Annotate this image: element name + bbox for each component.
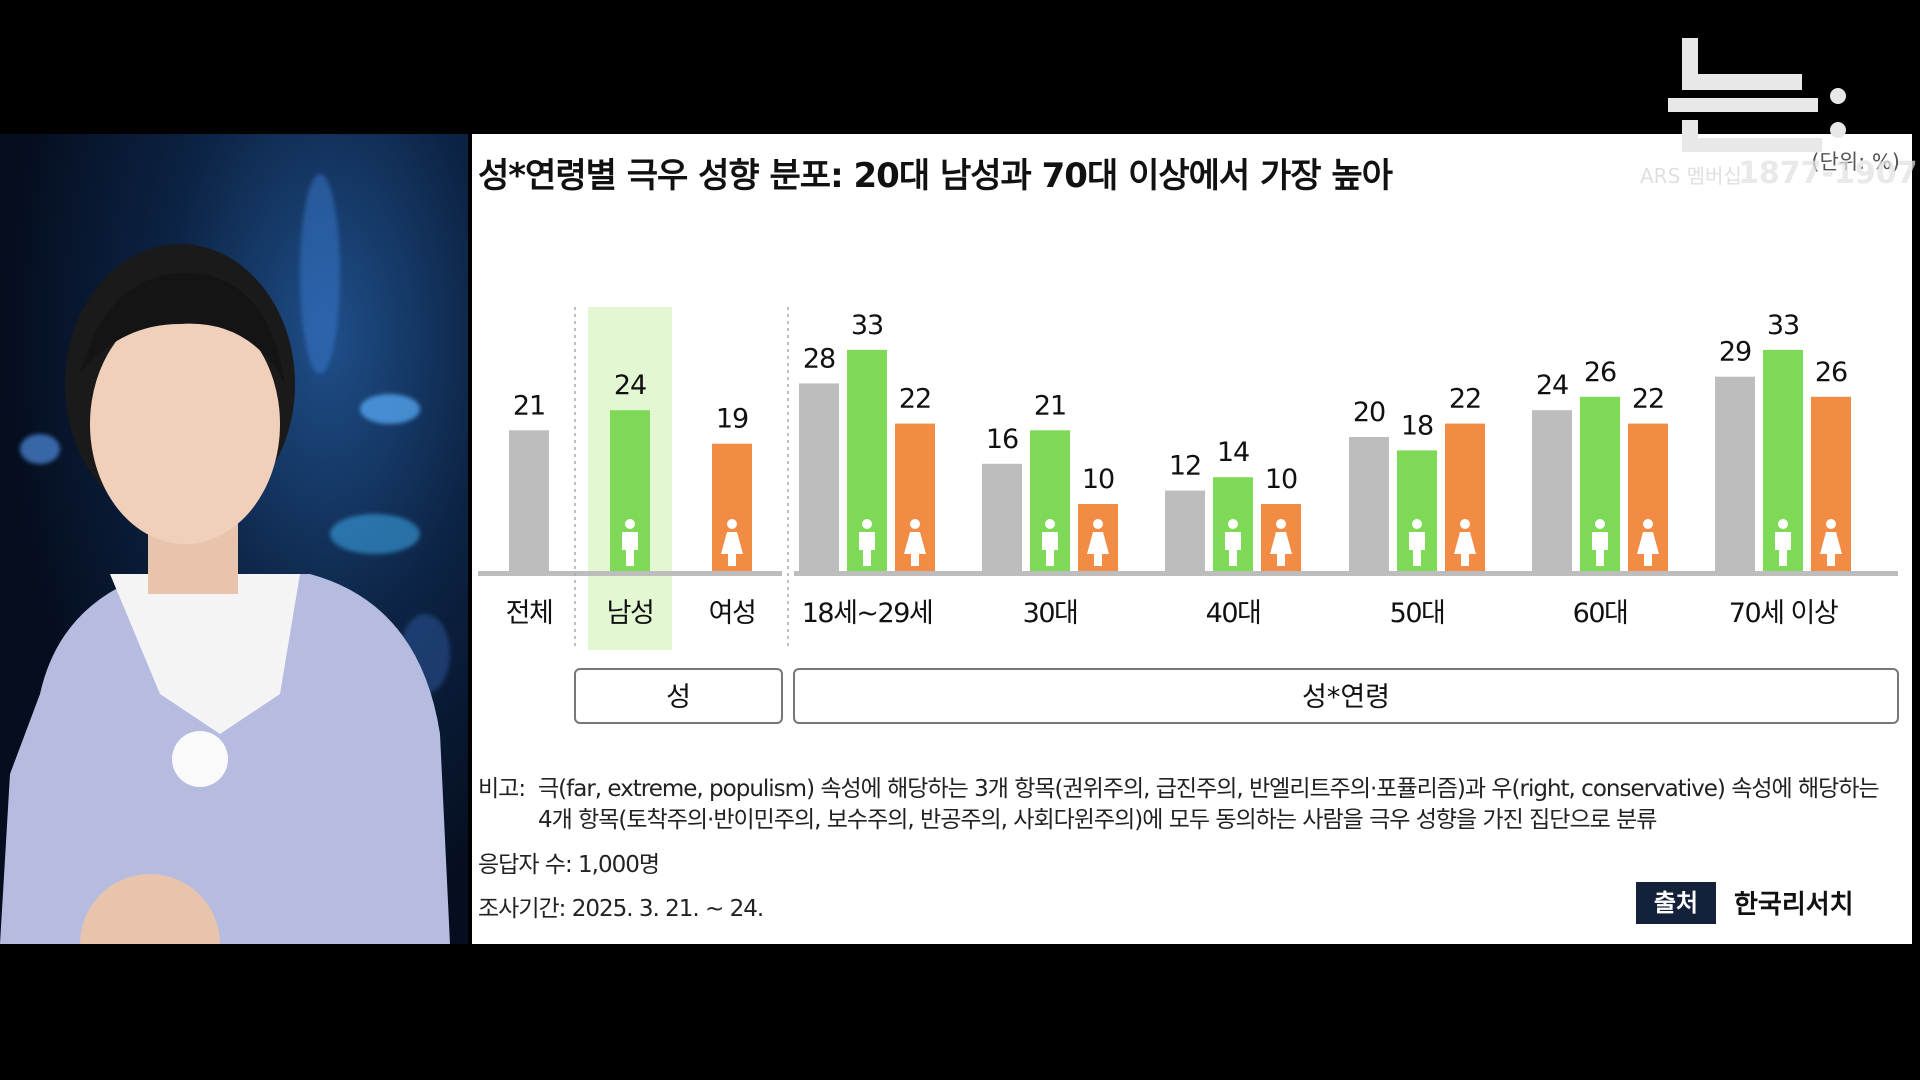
presenter-figure: [0, 244, 450, 944]
category-label: 30대: [1023, 598, 1078, 629]
remark-label: 비고:: [478, 776, 526, 802]
data-label: 33: [1767, 310, 1799, 341]
top-letterbox: [0, 0, 1920, 134]
data-label: 24: [614, 370, 646, 401]
remark-note: 비고: 극(far, extreme, populism) 속성에 해당하는 3개…: [478, 774, 1898, 836]
male-icon: [859, 519, 875, 566]
data-label: 26: [1815, 357, 1847, 388]
axis-baseline-age: [794, 571, 1898, 576]
remark-text: 극(far, extreme, populism) 속성에 해당하는 3개 항목…: [538, 776, 1880, 833]
section-label: 성: [666, 682, 691, 713]
category-label: 40대: [1206, 598, 1261, 629]
data-label: 24: [1536, 370, 1568, 401]
data-label: 10: [1265, 464, 1297, 495]
female-icon: [1637, 519, 1659, 566]
male-icon: [1409, 519, 1425, 566]
data-label: 29: [1719, 337, 1751, 368]
total-bar: [982, 463, 1022, 571]
category-label: 남성: [607, 598, 654, 629]
data-label: 21: [1034, 390, 1066, 421]
chart-panel: 성*연령별 극우 성향 분포: 20대 남성과 70대 이상에서 가장 높아 (…: [472, 134, 1912, 944]
total-bar: [1715, 376, 1755, 571]
data-label: 21: [513, 390, 545, 421]
category-label: 50대: [1390, 598, 1445, 629]
total-bar: [1165, 490, 1205, 571]
data-label: 12: [1169, 451, 1201, 482]
total-bar: [1532, 410, 1572, 571]
data-label: 28: [803, 343, 835, 374]
male-icon: [622, 519, 638, 566]
total-bar: [1349, 437, 1389, 571]
data-label: 10: [1082, 464, 1114, 495]
period-note: 조사기간: 2025. 3. 21. ~ 24.: [478, 896, 764, 922]
chart-title: 성*연령별 극우 성향 분포: 20대 남성과 70대 이상에서 가장 높아: [478, 156, 1393, 196]
category-label: 60대: [1573, 598, 1628, 629]
male-icon: [1775, 519, 1791, 566]
axis-baseline-sex: [478, 571, 782, 576]
total-bar: [509, 430, 549, 571]
category-label: 여성: [709, 598, 756, 629]
data-label: 22: [1449, 384, 1481, 415]
male-icon: [1592, 519, 1608, 566]
total-bar: [799, 383, 839, 571]
bottom-letterbox: [0, 944, 1920, 1080]
female-icon: [1087, 519, 1109, 566]
female-icon: [1820, 519, 1842, 566]
female-icon: [721, 519, 743, 566]
female-icon: [1270, 519, 1292, 566]
presenter-video: [0, 134, 468, 944]
male-icon: [1225, 519, 1241, 566]
female-icon: [904, 519, 926, 566]
data-label: 22: [1632, 384, 1664, 415]
source-name: 한국리서치: [1734, 890, 1854, 920]
male-icon: [1042, 519, 1058, 566]
section-label: 성*연령: [1302, 682, 1390, 713]
data-label: 20: [1353, 397, 1385, 428]
logo-subtitle: ARS 멤버십: [1640, 164, 1742, 188]
category-label: 18세~29세: [802, 598, 933, 629]
category-label: 전체: [506, 598, 553, 629]
source-badge: 출처: [1636, 882, 1716, 924]
category-label: 70세 이상: [1729, 598, 1838, 629]
female-icon: [1454, 519, 1476, 566]
data-label: 19: [716, 404, 748, 435]
data-label: 16: [986, 424, 1018, 455]
unit-label: (단위: %): [1811, 150, 1900, 174]
data-label: 26: [1584, 357, 1616, 388]
logo-years: 1877-1907: [1738, 156, 1918, 191]
data-label: 33: [851, 310, 883, 341]
channel-logo-icon: [1668, 38, 1846, 152]
data-label: 14: [1217, 437, 1249, 468]
data-label: 22: [899, 384, 931, 415]
section-box: [793, 668, 1899, 724]
bar-chart: 21 전체 24 남성 19 여성 28 33 22 18세~29세 16 21 10 30대 12 14 10…: [478, 307, 1899, 724]
data-label: 18: [1401, 410, 1433, 441]
respondents-note: 응답자 수: 1,000명: [478, 852, 660, 878]
section-box: [574, 668, 783, 724]
